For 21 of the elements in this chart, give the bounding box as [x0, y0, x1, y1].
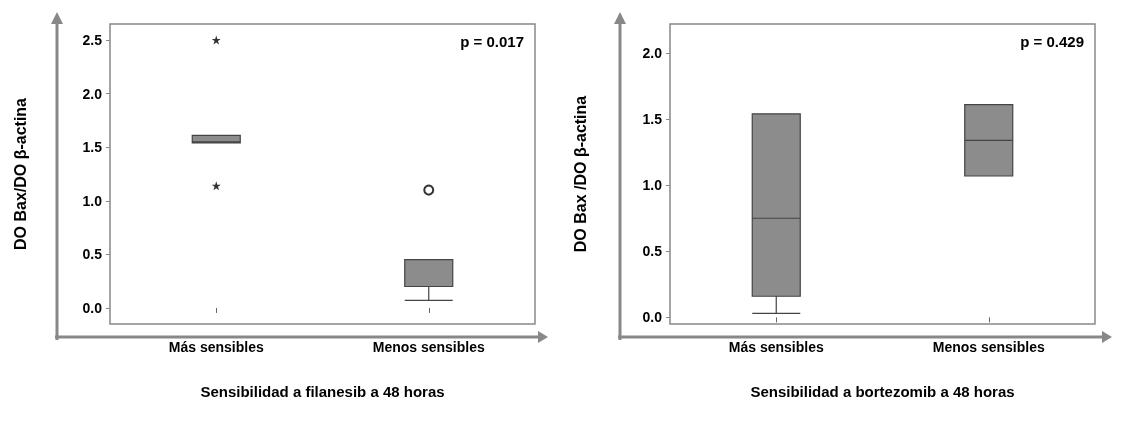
y-tick-label: 0.0 [642, 309, 663, 326]
x-axis-title: Sensibilidad a bortezomib a 48 horas [750, 383, 1015, 400]
x-tick-label: Más sensibles [728, 339, 824, 355]
y-tick-label: 0.5 [82, 246, 103, 263]
y-axis-title: DO Bax/DO β-actina [11, 97, 29, 251]
y-tick-label: 2.5 [82, 32, 103, 49]
y-tick-label: 2.0 [642, 45, 663, 62]
y-tick-label: 2.0 [82, 85, 103, 102]
y-tick-label: 1.0 [82, 192, 103, 209]
annotation: p = 0.429 [1020, 33, 1084, 50]
y-tick-label: 0.0 [82, 299, 103, 316]
annotation: p = 0.017 [460, 33, 524, 50]
y-tick-label: 1.5 [642, 111, 663, 128]
y-tick-label: 0.5 [642, 243, 663, 260]
x-tick-label: Menos sensibles [932, 339, 1045, 355]
x-axis-title: Sensibilidad a filanesib a 48 horas [200, 383, 445, 400]
y-tick-label: 1.5 [82, 139, 103, 156]
x-tick-label: Menos sensibles [372, 339, 485, 355]
y-tick-label: 1.0 [642, 177, 663, 194]
y-axis-title: DO Bax /DO β-actina [571, 95, 589, 253]
x-tick-label: Más sensibles [168, 339, 264, 355]
